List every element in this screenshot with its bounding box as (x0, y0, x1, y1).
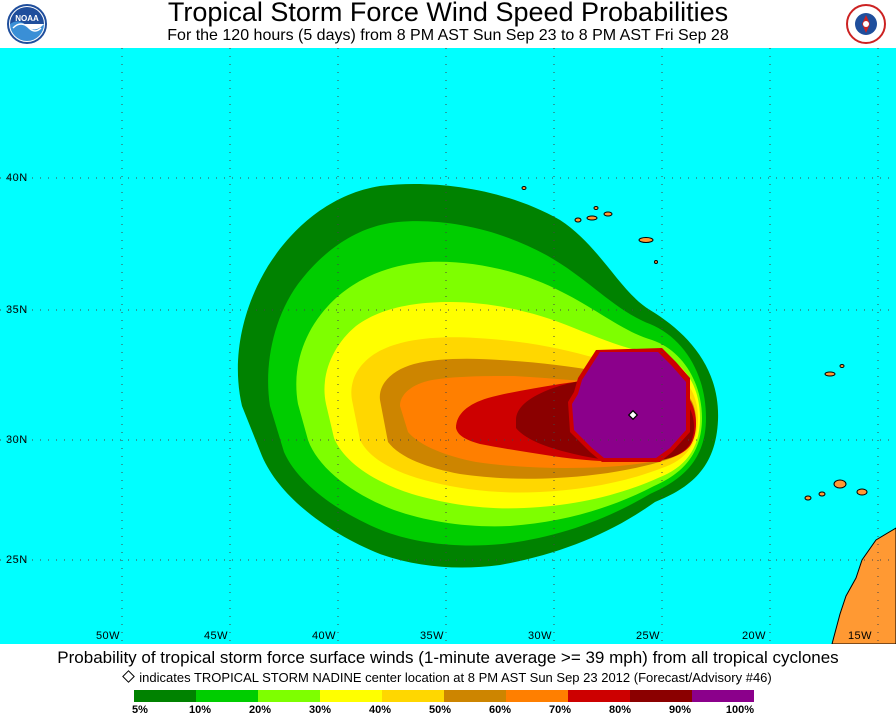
lon-label-25w: 25W (635, 630, 661, 642)
legend-label-9: 90% (668, 704, 692, 716)
island-porto-santo (839, 364, 845, 368)
contour-100-percent (572, 352, 686, 458)
island-azores-2 (603, 211, 613, 217)
legend-swatch-6 (506, 690, 568, 702)
legend-swatch-7 (568, 690, 630, 702)
island-azores-5 (593, 206, 599, 210)
page-title: Tropical Storm Force Wind Speed Probabil… (167, 0, 729, 27)
legend-swatch-8 (630, 690, 692, 702)
footer-description: Probability of tropical storm force surf… (57, 648, 839, 667)
storm-center-diamond-icon (627, 409, 639, 421)
color-legend (134, 690, 754, 702)
legend-label-7: 70% (548, 704, 572, 716)
storm-note-text: indicates TROPICAL STORM NADINE center l… (139, 670, 772, 685)
noaa-logo-icon: NOAA (7, 4, 47, 44)
land-africa (831, 527, 896, 644)
legend-label-8: 80% (608, 704, 632, 716)
island-canary-1 (856, 488, 868, 496)
legend-label-6: 60% (488, 704, 512, 716)
island-azores-7 (654, 260, 658, 264)
island-madeira (824, 371, 836, 377)
lon-label-35w: 35W (419, 630, 445, 642)
header: NOAA Tropical Storm Force Wind Speed Pro… (0, 0, 896, 48)
legend-label-1: 10% (188, 704, 212, 716)
legend-swatch-0 (134, 690, 196, 702)
lat-label-30n: 30N (6, 434, 28, 446)
footer: Probability of tropical storm force surf… (0, 644, 896, 716)
legend-swatch-1 (196, 690, 258, 702)
map-canvas (0, 48, 896, 644)
lat-label-40n: 40N (6, 172, 28, 184)
lat-label-35n: 35N (6, 304, 28, 316)
island-azores-1 (638, 237, 654, 243)
legend-swatch-9 (692, 690, 754, 702)
island-canary-3 (818, 491, 826, 497)
island-canary-2 (833, 479, 847, 489)
lon-label-40w: 40W (311, 630, 337, 642)
island-azores-6 (521, 186, 527, 190)
lat-lon-grid (0, 48, 896, 644)
lon-label-50w: 50W (95, 630, 121, 642)
legend-label-3: 30% (308, 704, 332, 716)
lon-label-45w: 45W (203, 630, 229, 642)
svg-text:NOAA: NOAA (15, 14, 39, 23)
legend-swatch-5 (444, 690, 506, 702)
legend-labels: 5% 10% 20% 30% 40% 50% 60% 70% 80% 90% 100% (0, 704, 896, 718)
probability-map (0, 48, 896, 644)
lat-label-25n: 25N (6, 554, 28, 566)
legend-swatch-3 (320, 690, 382, 702)
island-azores-3 (586, 215, 598, 221)
nws-logo-icon (846, 4, 886, 44)
lon-label-30w: 30W (527, 630, 553, 642)
lon-label-15w: 15W (847, 630, 873, 642)
legend-label-4: 40% (368, 704, 392, 716)
lon-label-20w: 20W (741, 630, 767, 642)
legend-label-5: 50% (428, 704, 452, 716)
legend-label-2: 20% (248, 704, 272, 716)
island-azores-4 (574, 217, 582, 223)
legend-swatch-4 (382, 690, 444, 702)
island-canary-4 (804, 495, 812, 501)
legend-swatch-2 (258, 690, 320, 702)
legend-label-0: 5% (132, 704, 148, 716)
footer-storm-note: indicates TROPICAL STORM NADINE center l… (0, 670, 896, 686)
diamond-icon (122, 670, 136, 683)
page-subtitle: For the 120 hours (5 days) from 8 PM AST… (167, 27, 729, 44)
legend-label-10: 100% (725, 704, 755, 716)
